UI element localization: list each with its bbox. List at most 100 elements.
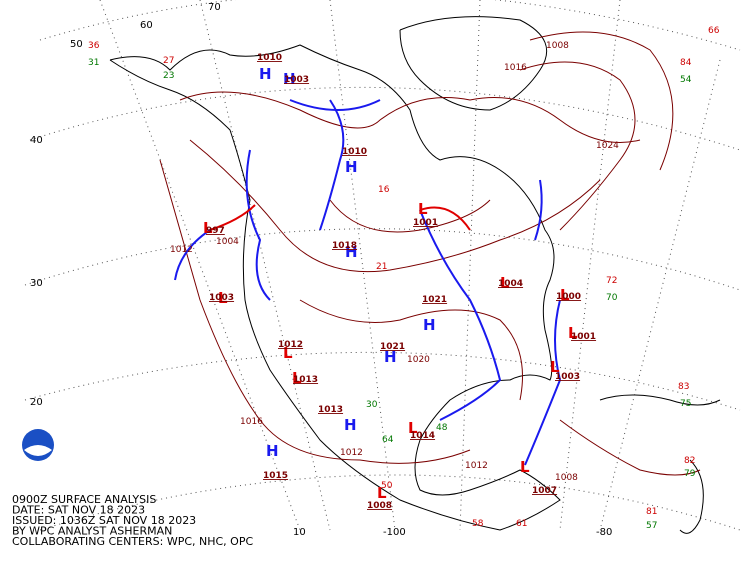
cold-front	[245, 149, 271, 301]
pressure-value: 1003	[284, 75, 309, 85]
high-symbol: H	[266, 442, 279, 460]
latitude-label: 60	[140, 20, 153, 31]
cold-front	[319, 99, 345, 231]
pressure-value: 1003	[209, 293, 234, 303]
station-value: 27	[163, 56, 174, 66]
station-value: 72	[606, 276, 617, 286]
station-value: 58	[472, 519, 484, 529]
isobar-label: 1012	[340, 448, 363, 458]
station-value: 61	[516, 519, 527, 529]
low-symbol: L	[550, 358, 560, 376]
meridian	[199, 0, 331, 531]
station-value: 23	[163, 71, 174, 81]
station-value: 79	[684, 469, 696, 479]
low-symbol: L	[408, 419, 418, 437]
caption-line: 0900Z SURFACE ANALYSIS	[12, 493, 156, 506]
station-value: 50	[381, 481, 393, 491]
station-value: 30	[366, 400, 378, 410]
logo-gull	[24, 445, 52, 456]
isobar	[299, 299, 523, 401]
parallel	[24, 351, 741, 411]
station-value: 84	[680, 58, 692, 68]
warm-front	[209, 204, 256, 231]
station-value: 75	[680, 399, 691, 409]
high-symbol: H	[345, 158, 358, 176]
longitude-label: 10	[293, 527, 306, 538]
pressure-value: 1000	[556, 292, 581, 302]
station-value: 70	[606, 293, 618, 303]
isobars	[159, 31, 701, 476]
pressure-value: 1012	[278, 340, 303, 350]
pressure-value: 1001	[571, 332, 596, 342]
isobar-label: 1008	[546, 41, 569, 51]
meridian	[599, 59, 721, 531]
isobar-label: 1012	[465, 461, 488, 471]
caption-line: DATE: SAT NOV 18 2023	[12, 504, 145, 517]
pressure-value: 1013	[318, 405, 343, 415]
isobar-label: 1024	[596, 141, 619, 151]
pressure-value: 1003	[555, 372, 580, 382]
latitude-label: 40	[30, 135, 43, 146]
pressure-value: 1010	[342, 147, 367, 157]
station-value: 83	[678, 382, 689, 392]
isobar-label: 1012	[170, 245, 193, 255]
longitude-label: -100	[383, 527, 406, 538]
longitude-label: -80	[596, 527, 612, 538]
high-symbol: H	[345, 243, 358, 261]
pressure-value: 1008	[367, 501, 392, 511]
pressure-value: 1018	[332, 241, 357, 251]
greenland-coast	[399, 16, 548, 111]
low-symbol: L	[218, 289, 228, 307]
caption-line: BY WPC ANALYST ASHERMAN	[12, 525, 172, 538]
cold-front	[419, 209, 502, 421]
latitude-label: 30	[30, 278, 43, 289]
stationary-front	[289, 99, 381, 111]
station-value: 64	[382, 435, 394, 445]
lat-lon-grid	[24, 0, 741, 531]
low-symbol: L	[377, 484, 387, 502]
isobar-label: 1020	[407, 355, 430, 365]
pressure-value: 1001	[413, 218, 438, 228]
station-value: 57	[646, 521, 657, 531]
isobar	[159, 159, 471, 464]
north-america-coast	[109, 44, 561, 531]
pressure-value: 1014	[410, 431, 435, 441]
station-value: 36	[88, 41, 100, 51]
pressure-value: 1010	[257, 53, 282, 63]
isobar	[179, 91, 641, 143]
high-symbol: H	[423, 316, 436, 334]
high-symbol: H	[283, 70, 296, 88]
coastlines	[109, 16, 721, 534]
south-america-coast	[679, 459, 704, 534]
low-symbol: L	[500, 274, 510, 292]
caption-line: COLLABORATING CENTERS: WPC, NHC, OPC	[12, 535, 253, 548]
latitude-label: 70	[208, 2, 221, 13]
station-value: 16	[378, 185, 390, 195]
isobar-label: 1016	[240, 417, 263, 427]
caribbean-coast	[599, 394, 721, 406]
cold-front	[174, 229, 211, 281]
low-symbol: L	[520, 458, 530, 476]
station-value: 54	[680, 75, 692, 85]
parallel	[24, 228, 741, 291]
pressure-value: 1007	[532, 486, 557, 496]
meridian	[459, 0, 481, 531]
pressure-value: 1021	[422, 295, 447, 305]
warm-front	[419, 206, 471, 231]
station-value: 82	[684, 456, 695, 466]
station-value: 66	[708, 26, 720, 36]
pressure-value: 997	[206, 226, 225, 236]
isobar	[519, 61, 636, 231]
isobar-label: 1016	[504, 63, 527, 73]
station-value: 31	[88, 58, 99, 68]
station-value: 48	[436, 423, 448, 433]
pressure-value: 1015	[263, 471, 288, 481]
isobar	[329, 199, 491, 233]
latitude-label: 20	[30, 397, 43, 408]
station-value: 81	[646, 507, 657, 517]
cold-front	[534, 179, 543, 241]
isobar-label: 1004	[216, 237, 239, 247]
